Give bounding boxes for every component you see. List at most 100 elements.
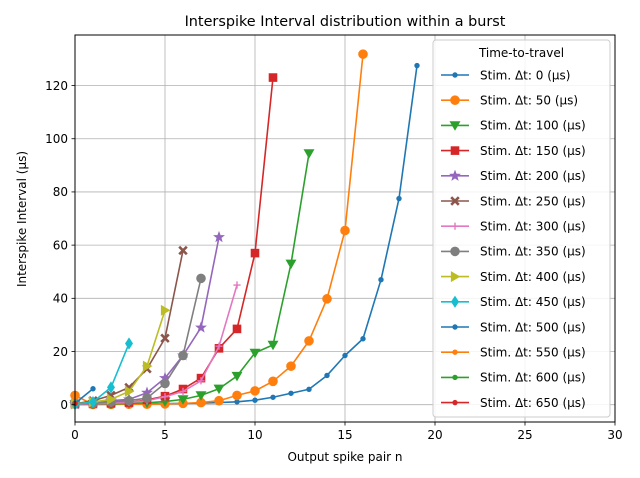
series-line [74, 77, 274, 405]
series-line [74, 343, 130, 405]
data-point [195, 321, 207, 333]
data-point [449, 121, 461, 131]
data-point [124, 385, 135, 397]
y-axis-label: Interspike Interval (μs) [15, 151, 29, 287]
data-point [124, 395, 134, 406]
legend-entry: Stim. Δt: 400 (μs) [441, 270, 586, 284]
legend-entry: Stim. Δt: 200 (μs) [441, 169, 586, 183]
x-tick-label: 20 [427, 428, 442, 442]
data-point [450, 95, 460, 105]
y-tick-label: 100 [45, 132, 68, 146]
data-point [107, 381, 115, 394]
data-point [232, 324, 242, 334]
legend-entry: Stim. Δt: 500 (μs) [441, 320, 586, 334]
data-point [232, 390, 242, 401]
data-point [125, 337, 133, 350]
legend-label: Stim. Δt: 50 (μs) [480, 94, 578, 108]
data-point [450, 246, 460, 257]
series-line [75, 65, 418, 406]
data-point [450, 146, 460, 155]
legend-label: Stim. Δt: 350 (μs) [480, 245, 586, 259]
legend: Time-to-travel Stim. Δt: 0 (μs)Stim. Δt:… [432, 39, 611, 418]
x-tick-label: 15 [337, 428, 352, 442]
series-line [74, 284, 238, 405]
data-point [250, 386, 260, 396]
series-line [74, 388, 94, 405]
legend-label: Stim. Δt: 650 (μs) [480, 396, 586, 410]
data-point [177, 395, 189, 405]
legend-entry: Stim. Δt: 350 (μs) [441, 245, 586, 259]
data-point [396, 195, 402, 202]
data-point [270, 394, 276, 400]
legend-entry: Stim. Δt: 50 (μs) [441, 94, 578, 108]
data-point [249, 348, 261, 359]
legend-label: Stim. Δt: 0 (μs) [480, 68, 570, 82]
data-point [450, 271, 461, 283]
series [70, 73, 278, 409]
series-line [74, 153, 310, 406]
data-point [306, 386, 312, 392]
x-tick-label: 30 [607, 428, 622, 442]
legend-entry: Stim. Δt: 300 (μs) [441, 220, 586, 234]
legend-entry: Stim. Δt: 100 (μs) [441, 119, 586, 133]
legend-items: Stim. Δt: 0 (μs) Stim. Δt: 50 (μs) Stim. Δ… [441, 68, 586, 410]
series [69, 149, 315, 410]
series [70, 49, 368, 410]
data-point [179, 387, 187, 396]
data-point [196, 273, 206, 284]
x-axis-ticks: 0 5 10 15 20 25 30 [71, 422, 623, 442]
data-point [213, 384, 225, 395]
y-tick-label: 0 [60, 398, 68, 412]
data-point [452, 324, 458, 330]
data-point [304, 336, 314, 346]
legend-title: Time-to-travel [478, 46, 564, 60]
data-point [90, 386, 96, 392]
data-point [197, 377, 205, 385]
y-tick-label: 40 [53, 292, 68, 306]
data-point [233, 281, 241, 289]
legend-label: Stim. Δt: 400 (μs) [480, 270, 586, 284]
y-tick-label: 80 [53, 185, 68, 199]
x-axis-label: Output spike pair n [287, 450, 402, 464]
data-point [324, 372, 330, 379]
legend-entry: Stim. Δt: 250 (μs) [441, 194, 586, 208]
data-point [378, 277, 384, 283]
data-point [213, 230, 225, 243]
data-point [303, 149, 315, 159]
chart-title: Interspike Interval distribution within … [185, 14, 506, 30]
legend-label: Stim. Δt: 200 (μs) [480, 169, 586, 183]
legend-label: Stim. Δt: 500 (μs) [480, 320, 586, 334]
data-point [106, 393, 117, 405]
data-point [231, 371, 243, 382]
data-point [452, 374, 458, 381]
y-tick-label: 20 [53, 345, 68, 359]
legend-label: Stim. Δt: 250 (μs) [480, 194, 586, 208]
x-tick-label: 10 [247, 428, 262, 442]
data-point [452, 399, 458, 406]
data-point [214, 395, 224, 406]
data-point [340, 225, 350, 236]
legend-label: Stim. Δt: 150 (μs) [480, 144, 586, 158]
data-point [414, 62, 420, 69]
x-tick-label: 25 [517, 428, 532, 442]
data-point [160, 333, 170, 343]
data-point [451, 222, 459, 230]
legend-entry: Stim. Δt: 0 (μs) [441, 68, 570, 82]
legend-frame [432, 39, 611, 418]
data-point [268, 73, 278, 82]
legend-entry: Stim. Δt: 650 (μs) [441, 396, 586, 410]
data-point [142, 360, 153, 372]
data-point [358, 49, 368, 59]
x-tick-label: 5 [161, 428, 169, 442]
legend-label: Stim. Δt: 600 (μs) [480, 371, 586, 385]
data-point [449, 169, 461, 181]
data-point [252, 397, 258, 403]
data-point [286, 361, 296, 371]
data-point [234, 399, 240, 405]
data-point [288, 390, 294, 396]
legend-entry: Stim. Δt: 450 (μs) [441, 295, 586, 309]
data-point [285, 259, 297, 270]
data-point [360, 336, 366, 342]
legend-label: Stim. Δt: 100 (μs) [480, 119, 586, 133]
